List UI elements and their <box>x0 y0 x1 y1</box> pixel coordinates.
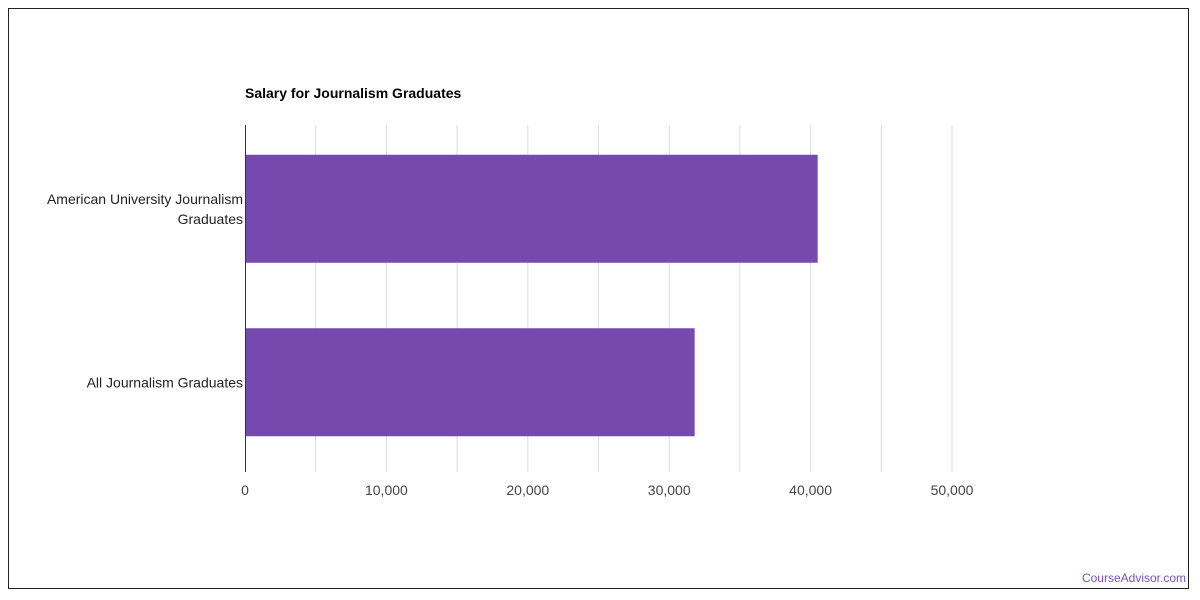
category-label: American University Journalism <box>47 191 243 207</box>
x-tick-label: 10,000 <box>365 482 408 498</box>
category-label: All Journalism Graduates <box>87 374 243 390</box>
category-label: Graduates <box>178 211 243 227</box>
bar <box>245 328 695 437</box>
chart-title: Salary for Journalism Graduates <box>245 85 462 101</box>
x-tick-label: 30,000 <box>648 482 691 498</box>
bar <box>245 154 818 263</box>
x-tick-label: 50,000 <box>931 482 974 498</box>
x-tick-label: 40,000 <box>789 482 832 498</box>
x-tick-label: 0 <box>241 482 249 498</box>
x-tick-label: 20,000 <box>506 482 549 498</box>
source-credit[interactable]: CourseAdvisor.com <box>1081 571 1186 585</box>
